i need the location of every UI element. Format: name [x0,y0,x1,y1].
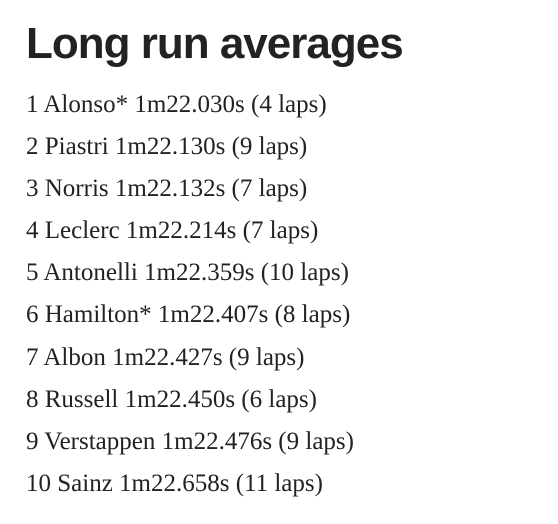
result-line: 9 Verstappen 1m22.476s (9 laps) [26,427,354,455]
result-line: 8 Russell 1m22.450s (6 laps) [26,385,317,413]
result-line: 1 Alonso* 1m22.030s (4 laps) [26,91,327,118]
title: Long run averages [26,19,404,68]
result-line: 7 Albon 1m22.427s (9 laps) [26,343,305,371]
result-line: 3 Norris 1m22.132s (7 laps) [26,175,308,203]
result-line: 6 Hamilton* 1m22.407s (8 laps) [26,301,351,329]
result-line: 10 Sainz 1m22.658s (11 laps) [26,469,323,497]
result-line: 2 Piastri 1m22.130s (9 laps) [26,133,308,161]
result-line: 4 Leclerc 1m22.214s (7 laps) [26,217,319,245]
results-list: 1 Alonso* 1m22.030s (4 laps) 2 Piastri 1m… [26,84,558,505]
result-line: 5 Antonelli 1m22.359s (10 laps) [26,259,349,287]
